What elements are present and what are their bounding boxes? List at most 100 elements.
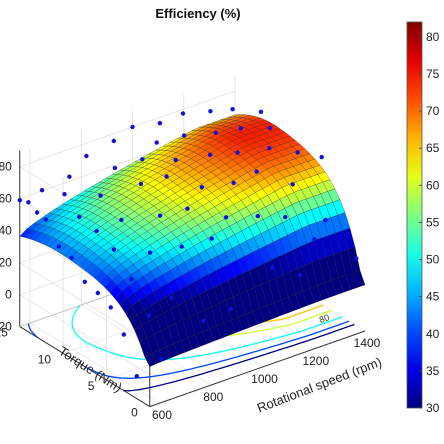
measured-point	[140, 157, 145, 162]
measured-point	[283, 214, 288, 220]
measured-point	[201, 318, 206, 323]
measured-point	[231, 180, 236, 186]
y-gridline-floor	[106, 303, 322, 381]
z-tick-label: 0	[5, 288, 12, 302]
colorbar-tick-label: 35	[426, 364, 440, 378]
colorbar-tick-label: 45	[426, 290, 440, 304]
colorbar-tick-label: 70	[426, 104, 440, 118]
measured-point	[319, 154, 324, 160]
measured-point	[95, 290, 101, 296]
colorbar: 30 35 40 45 50 55 60 65 70 75 80	[406, 21, 440, 415]
measured-point	[185, 206, 190, 211]
z-gridline-left	[19, 262, 150, 343]
measured-point	[169, 295, 174, 301]
measured-point	[354, 256, 359, 261]
measured-point	[238, 126, 243, 131]
measured-point	[179, 244, 184, 249]
measured-point	[267, 146, 272, 151]
colorbar-tick-label: 40	[426, 327, 440, 341]
measured-point	[254, 169, 259, 174]
y-tick-label: 10	[38, 352, 52, 366]
x-tick-label: 1200	[302, 354, 329, 368]
z-tick-label: 20	[0, 256, 12, 270]
x-tick-label: 800	[203, 390, 223, 404]
measured-point	[39, 188, 45, 193]
x-tick-label: 600	[152, 408, 172, 422]
measured-point	[108, 305, 114, 310]
measured-point	[154, 140, 159, 145]
measured-point	[112, 165, 118, 171]
colorbar-tick-label: 65	[426, 141, 440, 155]
measured-point	[323, 217, 328, 223]
x-tick-label: 1400	[354, 336, 381, 350]
measured-point	[111, 138, 117, 144]
measured-point	[157, 121, 163, 126]
measured-point	[312, 237, 317, 242]
contour-line	[123, 323, 355, 392]
surface-patch	[352, 270, 366, 288]
measured-point	[17, 198, 22, 203]
contour-line	[27, 320, 350, 379]
measured-point	[26, 200, 31, 205]
y-tick-label: 5	[88, 379, 95, 393]
measured-point	[180, 111, 186, 116]
y-tick-label: 0	[131, 406, 138, 420]
measured-point	[228, 306, 233, 312]
measured-point	[84, 153, 89, 159]
z-tick-label: 40	[0, 224, 12, 238]
colorbar-tick-label: 60	[426, 178, 440, 192]
measured-point	[82, 279, 88, 284]
measured-point	[235, 150, 240, 155]
measured-point	[121, 332, 127, 337]
z-gridline-left	[19, 294, 150, 375]
z-tick-label: -20	[0, 320, 12, 334]
measured-point	[208, 109, 213, 114]
x-axis-line	[149, 330, 366, 408]
measured-point	[223, 215, 229, 220]
measured-point	[138, 181, 144, 187]
measured-point	[56, 244, 61, 249]
measured-point	[157, 213, 163, 218]
colorbar-tick-label: 75	[426, 67, 440, 81]
colorbar-gradient	[406, 21, 423, 409]
measured-point	[297, 272, 303, 278]
z-gridline-back	[19, 90, 236, 167]
colorbar-tick-label: 80	[426, 30, 440, 44]
measured-point	[199, 185, 204, 190]
measured-point	[77, 214, 82, 220]
measured-point	[207, 152, 213, 157]
measured-point	[270, 265, 275, 270]
contour-level-label: 80	[318, 312, 331, 325]
measured-point	[34, 210, 40, 215]
z-tick-label: 60	[0, 192, 12, 206]
measured-point	[62, 192, 67, 197]
measured-point	[98, 193, 103, 198]
measured-point	[181, 133, 187, 138]
measured-point	[258, 109, 264, 115]
measured-point	[130, 124, 135, 130]
contour-label-group: 80	[318, 312, 331, 325]
y-tick-label: 15	[0, 326, 8, 340]
measured-point	[147, 250, 153, 255]
colorbar-tick-label: 50	[426, 253, 440, 267]
measured-points	[17, 107, 359, 379]
measured-point	[213, 130, 219, 135]
measured-point	[129, 277, 134, 282]
measured-point	[295, 150, 300, 155]
measured-point	[146, 313, 151, 318]
axis-ticks: -20 0 20 40 60 80 600 800 1000 1200 1400 0 5 10 15	[0, 160, 381, 422]
measured-point	[111, 247, 117, 252]
measured-point	[159, 356, 164, 362]
measured-point	[209, 236, 214, 241]
chart-title: Efficiency (%)	[155, 6, 240, 21]
z-tick-label: 80	[0, 160, 12, 174]
measured-point	[43, 217, 48, 222]
colorbar-tick-label: 55	[426, 215, 440, 229]
measured-point	[243, 258, 248, 263]
measured-point	[134, 374, 139, 379]
measured-point	[119, 217, 124, 223]
y-axis-line	[19, 326, 151, 408]
colorbar-tick-label: 30	[426, 401, 440, 415]
efficiency-surface	[19, 114, 366, 367]
